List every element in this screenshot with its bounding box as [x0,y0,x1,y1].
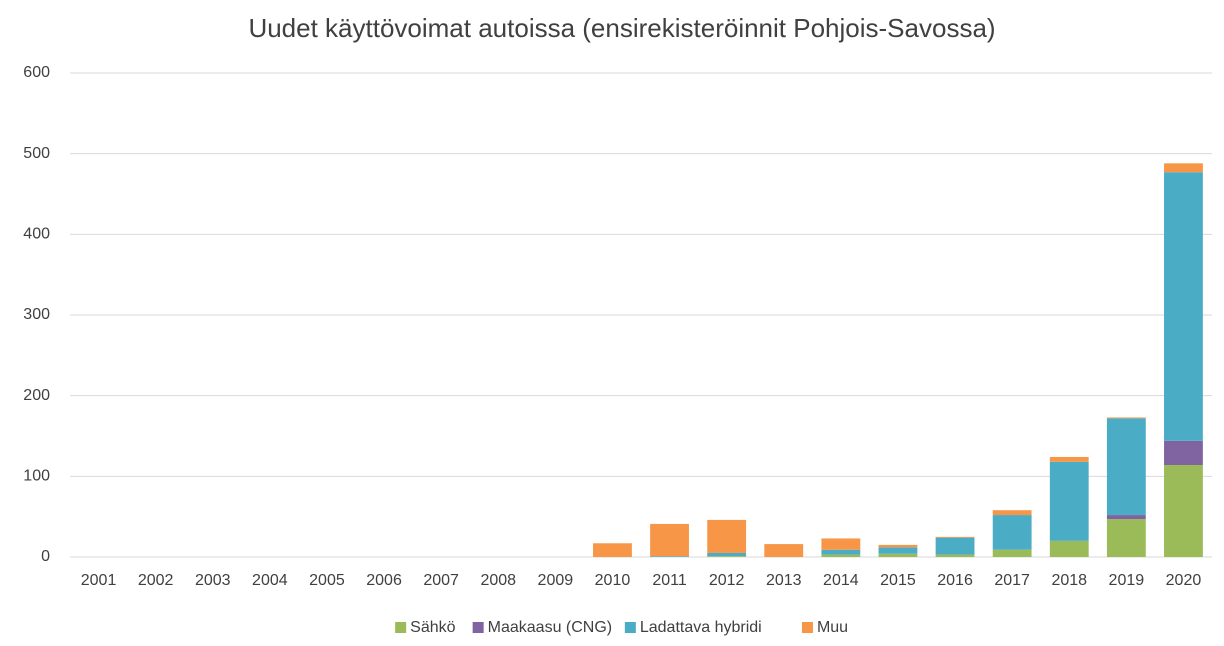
x-tick-label: 2020 [1166,572,1202,589]
bar-segment [935,554,975,557]
bar-segment [707,556,747,557]
bar-segment [821,549,861,555]
x-tick-label: 2011 [652,572,687,589]
bar-segment [1049,461,1089,541]
legend-swatch [472,622,484,633]
legend-label: Muu [817,619,848,636]
x-tick-label: 2010 [595,572,631,589]
bar-segment [992,515,1032,550]
y-tick-label: 500 [23,145,50,162]
x-tick-label: 2014 [823,572,859,589]
bar-segment [1106,418,1146,516]
bar-segment [821,554,861,557]
bar-segment [821,538,861,550]
bar-segment [1164,465,1203,557]
x-tick-label: 2016 [937,572,973,589]
chart-title: Uudet käyttövoimat autoissa (ensirekiste… [248,13,995,43]
legend-label: Ladattava hybridi [640,619,762,636]
bar-segment [1164,163,1203,173]
x-tick-label: 2008 [480,572,516,589]
bar-segment [593,543,632,557]
y-tick-label: 200 [23,387,50,404]
bar-segment [1049,540,1089,557]
x-tick-label: 2003 [195,572,231,589]
y-tick-label: 300 [23,306,50,323]
legend-swatch [624,622,636,633]
bar-segment [1106,417,1146,419]
bar-segment [707,552,747,557]
x-tick-label: 2013 [766,572,802,589]
bar-segment [1106,515,1146,520]
bar-segment [878,544,918,548]
x-tick-label: 2002 [138,572,174,589]
x-tick-label: 2007 [423,572,459,589]
bar-segment [1164,440,1203,466]
x-tick-label: 2017 [994,572,1030,589]
x-tick-label: 2006 [366,572,402,589]
bar-segment [992,549,1032,557]
bar-segment [707,519,747,553]
x-tick-label: 2005 [309,572,345,589]
x-tick-label: 2009 [538,572,574,589]
bar-segment [878,547,918,554]
bar-segment [935,537,975,555]
bar-segment [935,536,975,538]
bar-segment [650,556,689,557]
y-tick-label: 0 [41,548,50,565]
legend-label: Sähkö [410,619,455,636]
bar-segment [764,544,804,557]
bar-segment [650,523,689,557]
y-tick-label: 400 [23,226,50,243]
bar-segment [878,553,918,557]
bar-segment [1049,456,1089,462]
x-tick-label: 2015 [880,572,916,589]
x-tick-label: 2018 [1051,572,1087,589]
bar-segment [992,510,1032,516]
bar-segment [1106,519,1146,557]
legend-swatch [801,622,813,633]
x-tick-label: 2019 [1109,572,1145,589]
y-tick-label: 600 [23,64,50,81]
legend-swatch [395,622,407,633]
x-tick-label: 2001 [81,572,117,589]
legend-label: Maakaasu (CNG) [488,619,612,636]
bar-segment [1164,172,1203,441]
y-tick-label: 100 [23,468,50,485]
x-tick-label: 2012 [709,572,745,589]
x-tick-label: 2004 [252,572,288,589]
